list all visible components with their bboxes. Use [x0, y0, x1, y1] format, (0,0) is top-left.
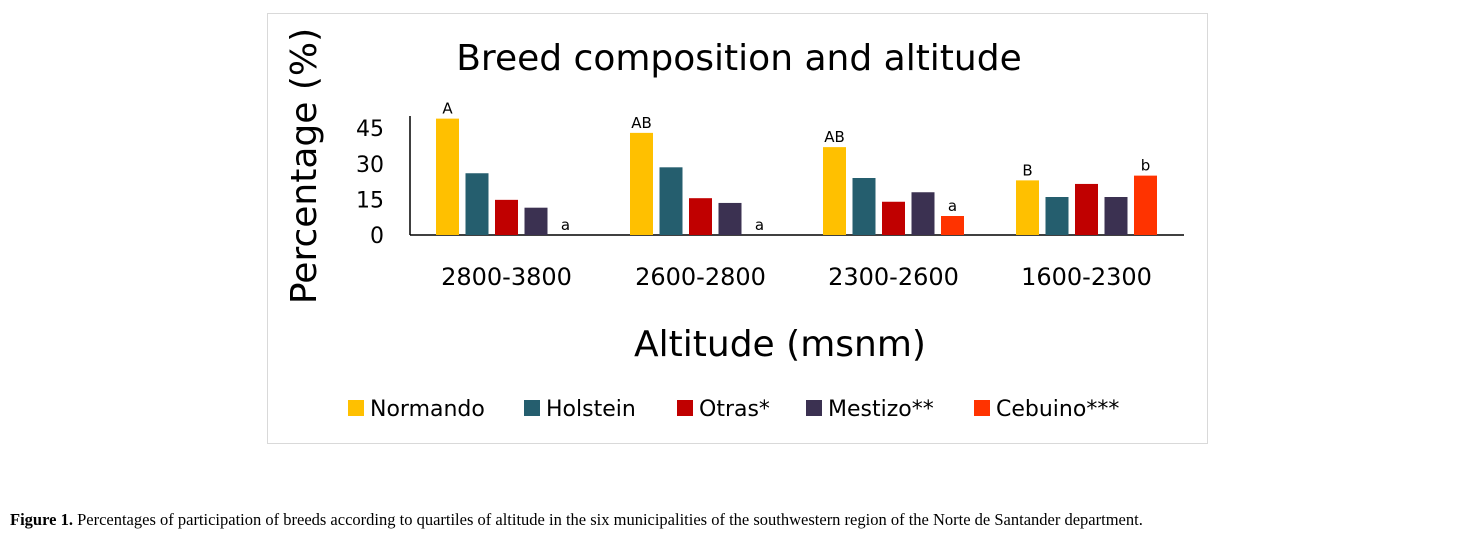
- legend-swatch: [348, 400, 364, 416]
- y-ticks: 0 15 30 45: [356, 117, 384, 249]
- legend-swatch: [806, 400, 822, 416]
- y-tick-label: 0: [370, 224, 384, 249]
- bar-otras-0: [495, 199, 518, 235]
- bar-cebuino-3: [1134, 175, 1157, 235]
- legend-label: Normando: [370, 397, 485, 422]
- legend-label: Holstein: [546, 397, 636, 422]
- category-label: 1600-2300: [1021, 263, 1152, 291]
- legend: Normando Holstein Otras* Mestizo** Cebuino**…: [348, 397, 1119, 422]
- legend-swatch: [974, 400, 990, 416]
- y-tick-label: 30: [356, 153, 384, 178]
- bar-annotation: a: [948, 197, 957, 215]
- bar-annotation: B: [1022, 161, 1032, 179]
- bar-annotations: A AB AB Ba a a b: [442, 100, 1150, 234]
- bar-mestizo-1: [718, 202, 742, 235]
- bar-chart: Breed composition and altitude Percentag…: [284, 28, 1184, 422]
- category-label: 2300-2600: [828, 263, 959, 291]
- caption-label: Figure 1.: [10, 510, 73, 529]
- category-label: 2600-2800: [635, 263, 766, 291]
- category-labels: 2800-3800 2600-2800 2300-2600 1600-2300: [441, 263, 1152, 291]
- bar-mestizo-3: [1104, 197, 1128, 235]
- legend-label: Otras*: [699, 397, 770, 422]
- legend-label: Mestizo**: [828, 397, 934, 422]
- x-axis-label: Altitude (msnm): [634, 324, 926, 365]
- bar-mestizo-2: [911, 192, 935, 235]
- bar-normando-2: [823, 147, 846, 235]
- bar-otras-2: [882, 201, 905, 235]
- bar-annotation: a: [561, 216, 570, 234]
- bars: [436, 118, 1157, 235]
- y-tick-label: 45: [356, 117, 384, 142]
- bar-normando-0: [436, 118, 459, 235]
- bar-holstein-0: [465, 173, 489, 235]
- y-axis-label: Percentage (%): [284, 28, 325, 304]
- bar-annotation: A: [442, 100, 453, 118]
- chart-frame: Breed composition and altitude Percentag…: [267, 13, 1208, 444]
- bar-annotation: b: [1141, 157, 1151, 175]
- bar-holstein-1: [659, 167, 683, 235]
- bar-mestizo-0: [524, 207, 548, 235]
- bar-annotation: AB: [824, 128, 845, 146]
- bar-otras-3: [1075, 183, 1098, 235]
- category-label: 2800-3800: [441, 263, 572, 291]
- bar-normando-3: [1016, 180, 1039, 235]
- bar-normando-1: [630, 132, 653, 235]
- caption-text: Percentages of participation of breeds a…: [72, 510, 1143, 529]
- bar-otras-1: [689, 198, 712, 235]
- figure-caption: Figure 1. Percentages of participation o…: [10, 510, 1475, 530]
- bar-holstein-2: [852, 178, 876, 235]
- legend-swatch: [524, 400, 540, 416]
- bar-annotation: a: [755, 216, 764, 234]
- y-tick-label: 15: [356, 188, 384, 213]
- bar-holstein-3: [1045, 197, 1069, 235]
- bar-cebuino-2: [941, 216, 964, 235]
- bar-annotation: AB: [631, 114, 652, 132]
- legend-swatch: [677, 400, 693, 416]
- chart-title: Breed composition and altitude: [456, 38, 1022, 79]
- legend-label: Cebuino***: [996, 397, 1119, 422]
